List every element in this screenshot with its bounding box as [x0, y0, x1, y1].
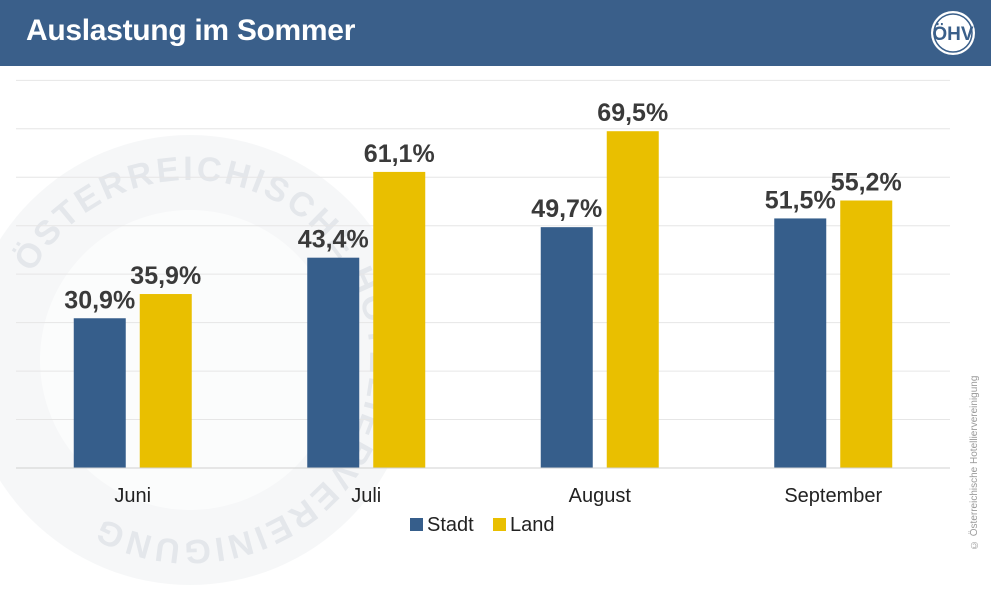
data-label: 35,9% [130, 262, 201, 290]
data-label: 51,5% [765, 186, 836, 214]
x-axis-labels: Juni Juli August September [114, 485, 882, 507]
data-labels: 30,9%35,9% 43,4% 61,1% 49,7% 69,5% 51,5%55,2% [64, 99, 901, 314]
data-label: 30,9% [64, 286, 135, 314]
legend: Stadt Land [410, 514, 555, 536]
x-tick-label: Juli [351, 485, 381, 507]
x-tick-label: August [569, 485, 632, 507]
legend-label-land: Land [510, 514, 555, 536]
x-tick-label: Juni [114, 485, 151, 507]
data-label: 61,1% [364, 140, 435, 168]
data-label: 43,4% [298, 226, 369, 254]
bar-land-juni [139, 294, 192, 468]
page-title: Auslastung im Sommer [26, 14, 356, 47]
data-label: 49,7% [531, 195, 602, 223]
bars [73, 131, 893, 468]
legend-swatch-land [493, 518, 506, 531]
bar-land-juli [373, 171, 426, 468]
data-label: 69,5% [597, 99, 668, 127]
logo-text: ÖHV [932, 24, 974, 45]
legend-label-stadt: Stadt [427, 514, 474, 536]
bar-land-august [606, 131, 659, 468]
bar-stadt-august [540, 227, 593, 468]
legend-swatch-stadt [410, 518, 423, 531]
oehv-logo-icon: ÖHV [931, 11, 975, 55]
copyright-text: © Österreichische Hotelliervereinigung [969, 375, 980, 550]
bar-stadt-september [774, 218, 827, 468]
bar-stadt-juli [307, 257, 360, 468]
data-label: 55,2% [831, 169, 902, 197]
header-bar: Auslastung im Sommer ÖHV [0, 0, 991, 66]
x-tick-label: September [784, 485, 882, 507]
bar-land-september [840, 200, 893, 468]
bar-stadt-juni [73, 318, 126, 468]
bar-chart: 30,9%35,9% 43,4% 61,1% 49,7% 69,5% 51,5%55,2%… [16, 79, 950, 536]
